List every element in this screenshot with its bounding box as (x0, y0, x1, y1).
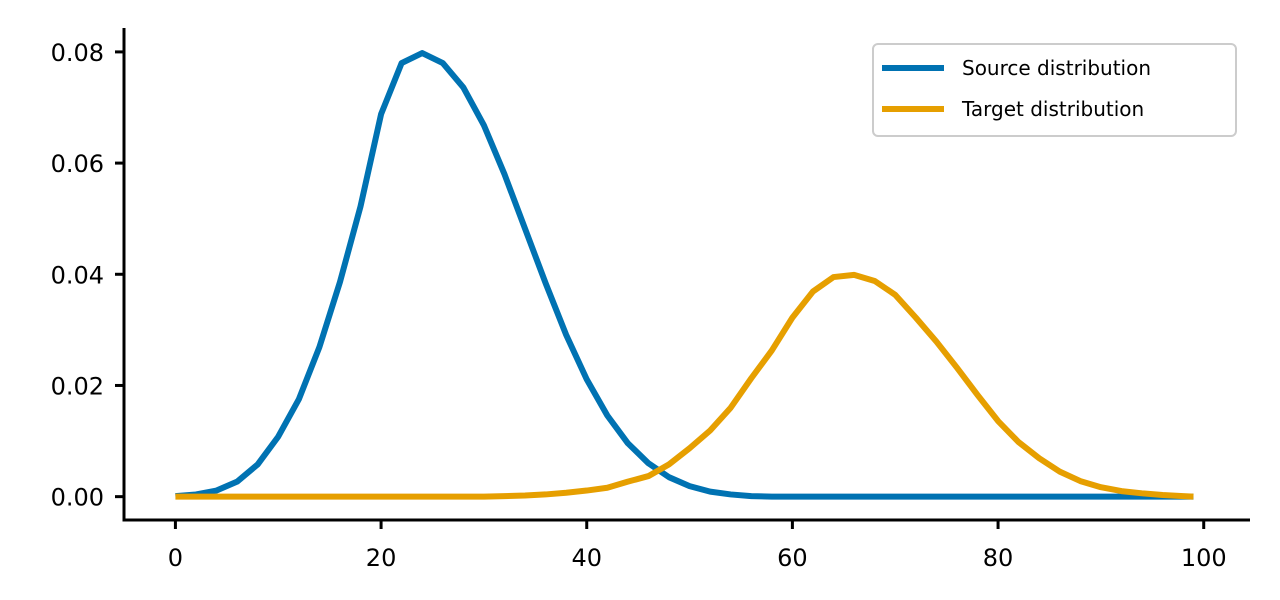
y-tick-label: 0.06 (51, 150, 104, 178)
x-tick-label: 100 (1181, 544, 1227, 572)
legend: Source distribution Target distribution (872, 43, 1237, 137)
x-tick-label: 80 (983, 544, 1014, 572)
x-tick-label: 40 (571, 544, 602, 572)
x-tick-label: 60 (777, 544, 808, 572)
legend-box (872, 43, 1237, 137)
y-tick-label: 0.08 (51, 39, 104, 67)
x-tick-label: 0 (168, 544, 183, 572)
y-tick-label: 0.04 (51, 261, 104, 289)
axes: 0 20 40 60 80 100 0.00 0.02 0.04 0.06 0.08 (51, 28, 1250, 572)
legend-label: Source distribution (962, 56, 1151, 80)
series-line-target (175, 271, 1194, 500)
y-tick-label: 0.02 (51, 372, 104, 400)
series-line-source (175, 50, 1194, 500)
series-layer (175, 50, 1194, 500)
legend-label: Target distribution (961, 97, 1144, 121)
y-tick-label: 0.00 (51, 484, 104, 512)
x-tick-label: 20 (366, 544, 397, 572)
